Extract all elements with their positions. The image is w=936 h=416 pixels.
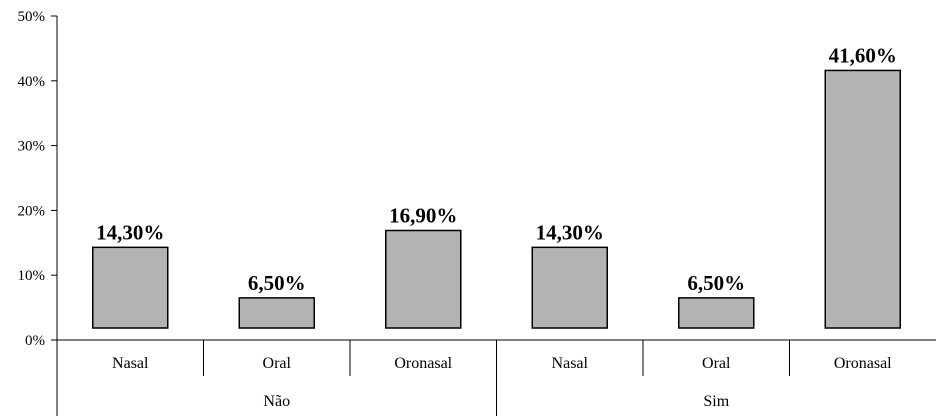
y-tick-label: 20% — [18, 203, 46, 219]
bar — [824, 69, 901, 329]
x-category-label: Nasal — [552, 355, 589, 372]
x-category-label: Oral — [702, 355, 731, 372]
y-tick-label: 0% — [25, 333, 45, 349]
data-label: 14,30% — [96, 220, 164, 244]
bar — [92, 246, 169, 329]
x-group-label: Não — [263, 393, 290, 410]
x-category-label: Oronasal — [834, 355, 892, 372]
x-group-label: Sim — [703, 393, 729, 410]
y-tick-label: 50% — [18, 9, 46, 25]
bar — [531, 246, 608, 329]
y-tick-label: 10% — [18, 268, 46, 284]
y-tick-label: 30% — [18, 139, 46, 155]
data-label: 41,60% — [829, 43, 897, 67]
x-category-label: Oronasal — [394, 355, 452, 372]
bar — [238, 297, 315, 329]
x-category-label: Nasal — [112, 355, 149, 372]
x-category-label: Oral — [263, 355, 292, 372]
data-label: 6,50% — [687, 271, 745, 295]
data-label: 6,50% — [248, 271, 306, 295]
data-label: 16,90% — [389, 203, 457, 227]
data-label: 14,30% — [536, 220, 604, 244]
y-tick-label: 40% — [18, 74, 46, 90]
bar — [385, 229, 462, 329]
bar — [678, 297, 755, 329]
